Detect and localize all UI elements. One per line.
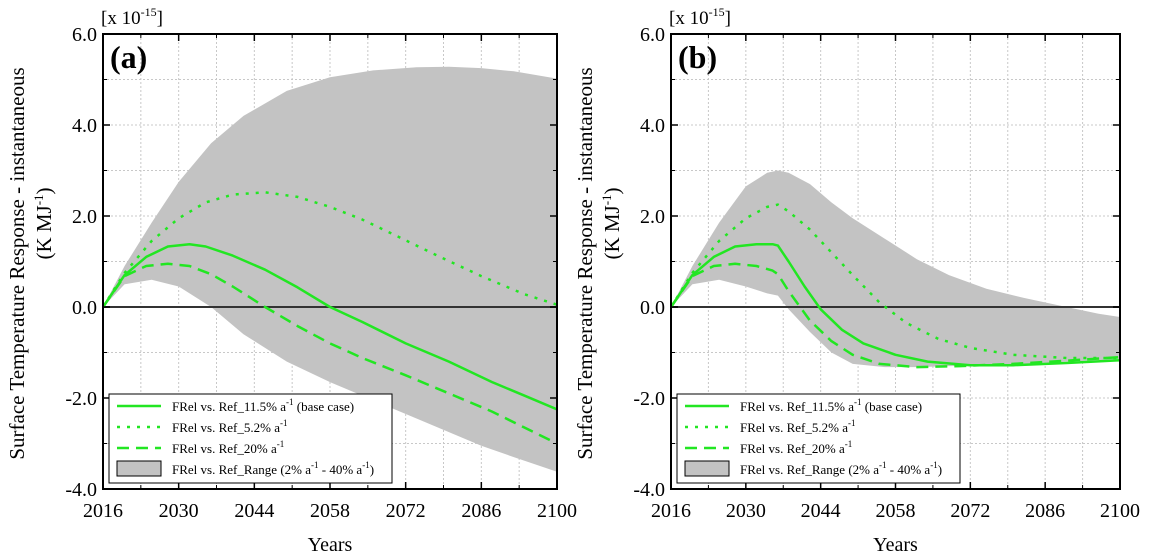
y-tick-label: -4.0: [65, 479, 97, 501]
legend: FRel vs. Ref_11.5% a-1 (base case)FRel v…: [676, 393, 961, 484]
legend-label-text: FRel vs. Ref_20% a: [172, 441, 277, 456]
legend-label-text: FRel vs. Ref_5.2% a: [740, 420, 848, 435]
legend-label-exp: -1: [277, 439, 285, 449]
scale-exponent: -15: [709, 5, 725, 19]
y-tick-label: 6.0: [640, 24, 665, 46]
legend-swatch-range: [116, 460, 162, 477]
legend-swatch-range: [684, 460, 730, 477]
y-axis-title: Surface Temperature Response - instantan…: [573, 67, 597, 459]
y-tick-label: 2.0: [72, 206, 97, 228]
y-tick-label: 2.0: [640, 206, 665, 228]
legend-label-exp: -1: [362, 460, 370, 470]
legend-label-exp: -1: [286, 397, 294, 407]
y-tick-label: 4.0: [640, 115, 665, 137]
y-tick-label: 6.0: [72, 24, 97, 46]
x-tick-label: 2100: [1100, 500, 1140, 522]
unit-close: ): [32, 187, 56, 194]
x-tick-label: 2086: [461, 500, 501, 522]
x-tick-label: 2044: [801, 500, 841, 522]
x-tick-label: 2058: [876, 500, 916, 522]
legend-label-suffix: ): [938, 462, 942, 477]
panel-label: (b): [678, 39, 717, 75]
legend-label-exp: -1: [930, 460, 938, 470]
x-tick-label: 2030: [726, 500, 766, 522]
y-tick-label: -4.0: [633, 479, 665, 501]
panel-label: (a): [110, 39, 147, 75]
unit-exponent: -1: [31, 194, 46, 205]
x-tick-label: 2016: [83, 500, 123, 522]
legend-label-mid: - 40% a: [887, 462, 931, 477]
legend-label: FRel vs. Ref_11.5% a-1 (base case): [740, 397, 922, 414]
legend-label-exp: -1: [311, 460, 319, 470]
legend-label-exp: -1: [854, 397, 862, 407]
x-axis-title: Years: [308, 534, 353, 556]
legend-label: FRel vs. Ref_Range (2% a-1 - 40% a-1): [740, 460, 942, 477]
x-tick-label: 2072: [950, 500, 990, 522]
range-band: [103, 66, 557, 472]
y-tick-label: 4.0: [72, 115, 97, 137]
x-tick-label: 2016: [651, 500, 691, 522]
y-axis-title: Surface Temperature Response - instantan…: [5, 67, 29, 459]
scale-base: [x 10: [101, 8, 141, 29]
series-line-dotted: [671, 203, 1120, 360]
legend-label-text: FRel vs. Ref_11.5% a: [172, 399, 286, 414]
unit-base: (K MJ: [32, 205, 56, 259]
x-tick-label: 2072: [386, 500, 426, 522]
legend-label-exp: -1: [848, 418, 856, 428]
chart-panel-b: 2016 2030 2044 2058 2072 2086 2100 -4.0 -2.0 0.0 2…: [573, 5, 1140, 556]
legend-label-exp: -1: [280, 418, 288, 428]
scale-exponent: -15: [141, 5, 157, 19]
unit-close: ): [600, 187, 624, 194]
series-line-dashed: [103, 262, 557, 445]
scale-close: ]: [725, 8, 731, 29]
legend-label: FRel vs. Ref_Range (2% a-1 - 40% a-1): [172, 460, 374, 477]
scale-label: [x 10-15]: [101, 5, 163, 29]
legend-label: FRel vs. Ref_5.2% a-1: [740, 418, 855, 435]
legend-label-mid: - 40% a: [319, 462, 363, 477]
legend-label-text: FRel vs. Ref_11.5% a: [740, 399, 854, 414]
legend-label-exp: -1: [845, 439, 853, 449]
legend-label-text: FRel vs. Ref_Range (2% a: [172, 462, 311, 477]
y-tick-label: -2.0: [65, 388, 97, 410]
series-line-solid: [103, 242, 557, 411]
y-tick-label: 0.0: [640, 297, 665, 319]
legend-label-suffix: (base case): [293, 399, 354, 414]
x-tick-label: 2030: [159, 500, 199, 522]
legend-label: FRel vs. Ref_20% a-1: [740, 439, 852, 456]
y-axis-unit: (K MJ-1): [31, 187, 56, 259]
legend: FRel vs. Ref_11.5% a-1 (base case)FRel v…: [108, 393, 393, 484]
x-tick-label: 2058: [310, 500, 350, 522]
legend-label-exp: -1: [879, 460, 887, 470]
legend-label-text: FRel vs. Ref_Range (2% a: [740, 462, 879, 477]
legend-label-suffix: (base case): [861, 399, 922, 414]
legend-label-text: FRel vs. Ref_20% a: [740, 441, 845, 456]
scale-label: [x 10-15]: [669, 5, 731, 29]
y-tick-label: -2.0: [633, 388, 665, 410]
y-tick-label: 0.0: [72, 297, 97, 319]
series-line-dotted: [103, 191, 557, 308]
chart-panel-a: 2016 2030 2044 2058 2072 2086 2100 -4.0 -2.0 0.0 2…: [5, 5, 577, 556]
scale-close: ]: [157, 8, 163, 29]
scale-base: [x 10: [669, 8, 709, 29]
y-axis-unit: (K MJ-1): [599, 187, 624, 259]
range-band: [671, 170, 1120, 368]
unit-base: (K MJ: [600, 205, 624, 259]
series-line-dashed: [671, 262, 1120, 369]
legend-label: FRel vs. Ref_5.2% a-1: [172, 418, 287, 435]
legend-label: FRel vs. Ref_11.5% a-1 (base case): [172, 397, 354, 414]
x-axis-title: Years: [873, 534, 918, 556]
legend-label-text: FRel vs. Ref_5.2% a: [172, 420, 280, 435]
legend-label-suffix: ): [370, 462, 374, 477]
unit-exponent: -1: [599, 194, 614, 205]
legend-label: FRel vs. Ref_20% a-1: [172, 439, 284, 456]
x-tick-label: 2086: [1025, 500, 1065, 522]
x-tick-label: 2100: [537, 500, 577, 522]
x-tick-label: 2044: [234, 500, 274, 522]
